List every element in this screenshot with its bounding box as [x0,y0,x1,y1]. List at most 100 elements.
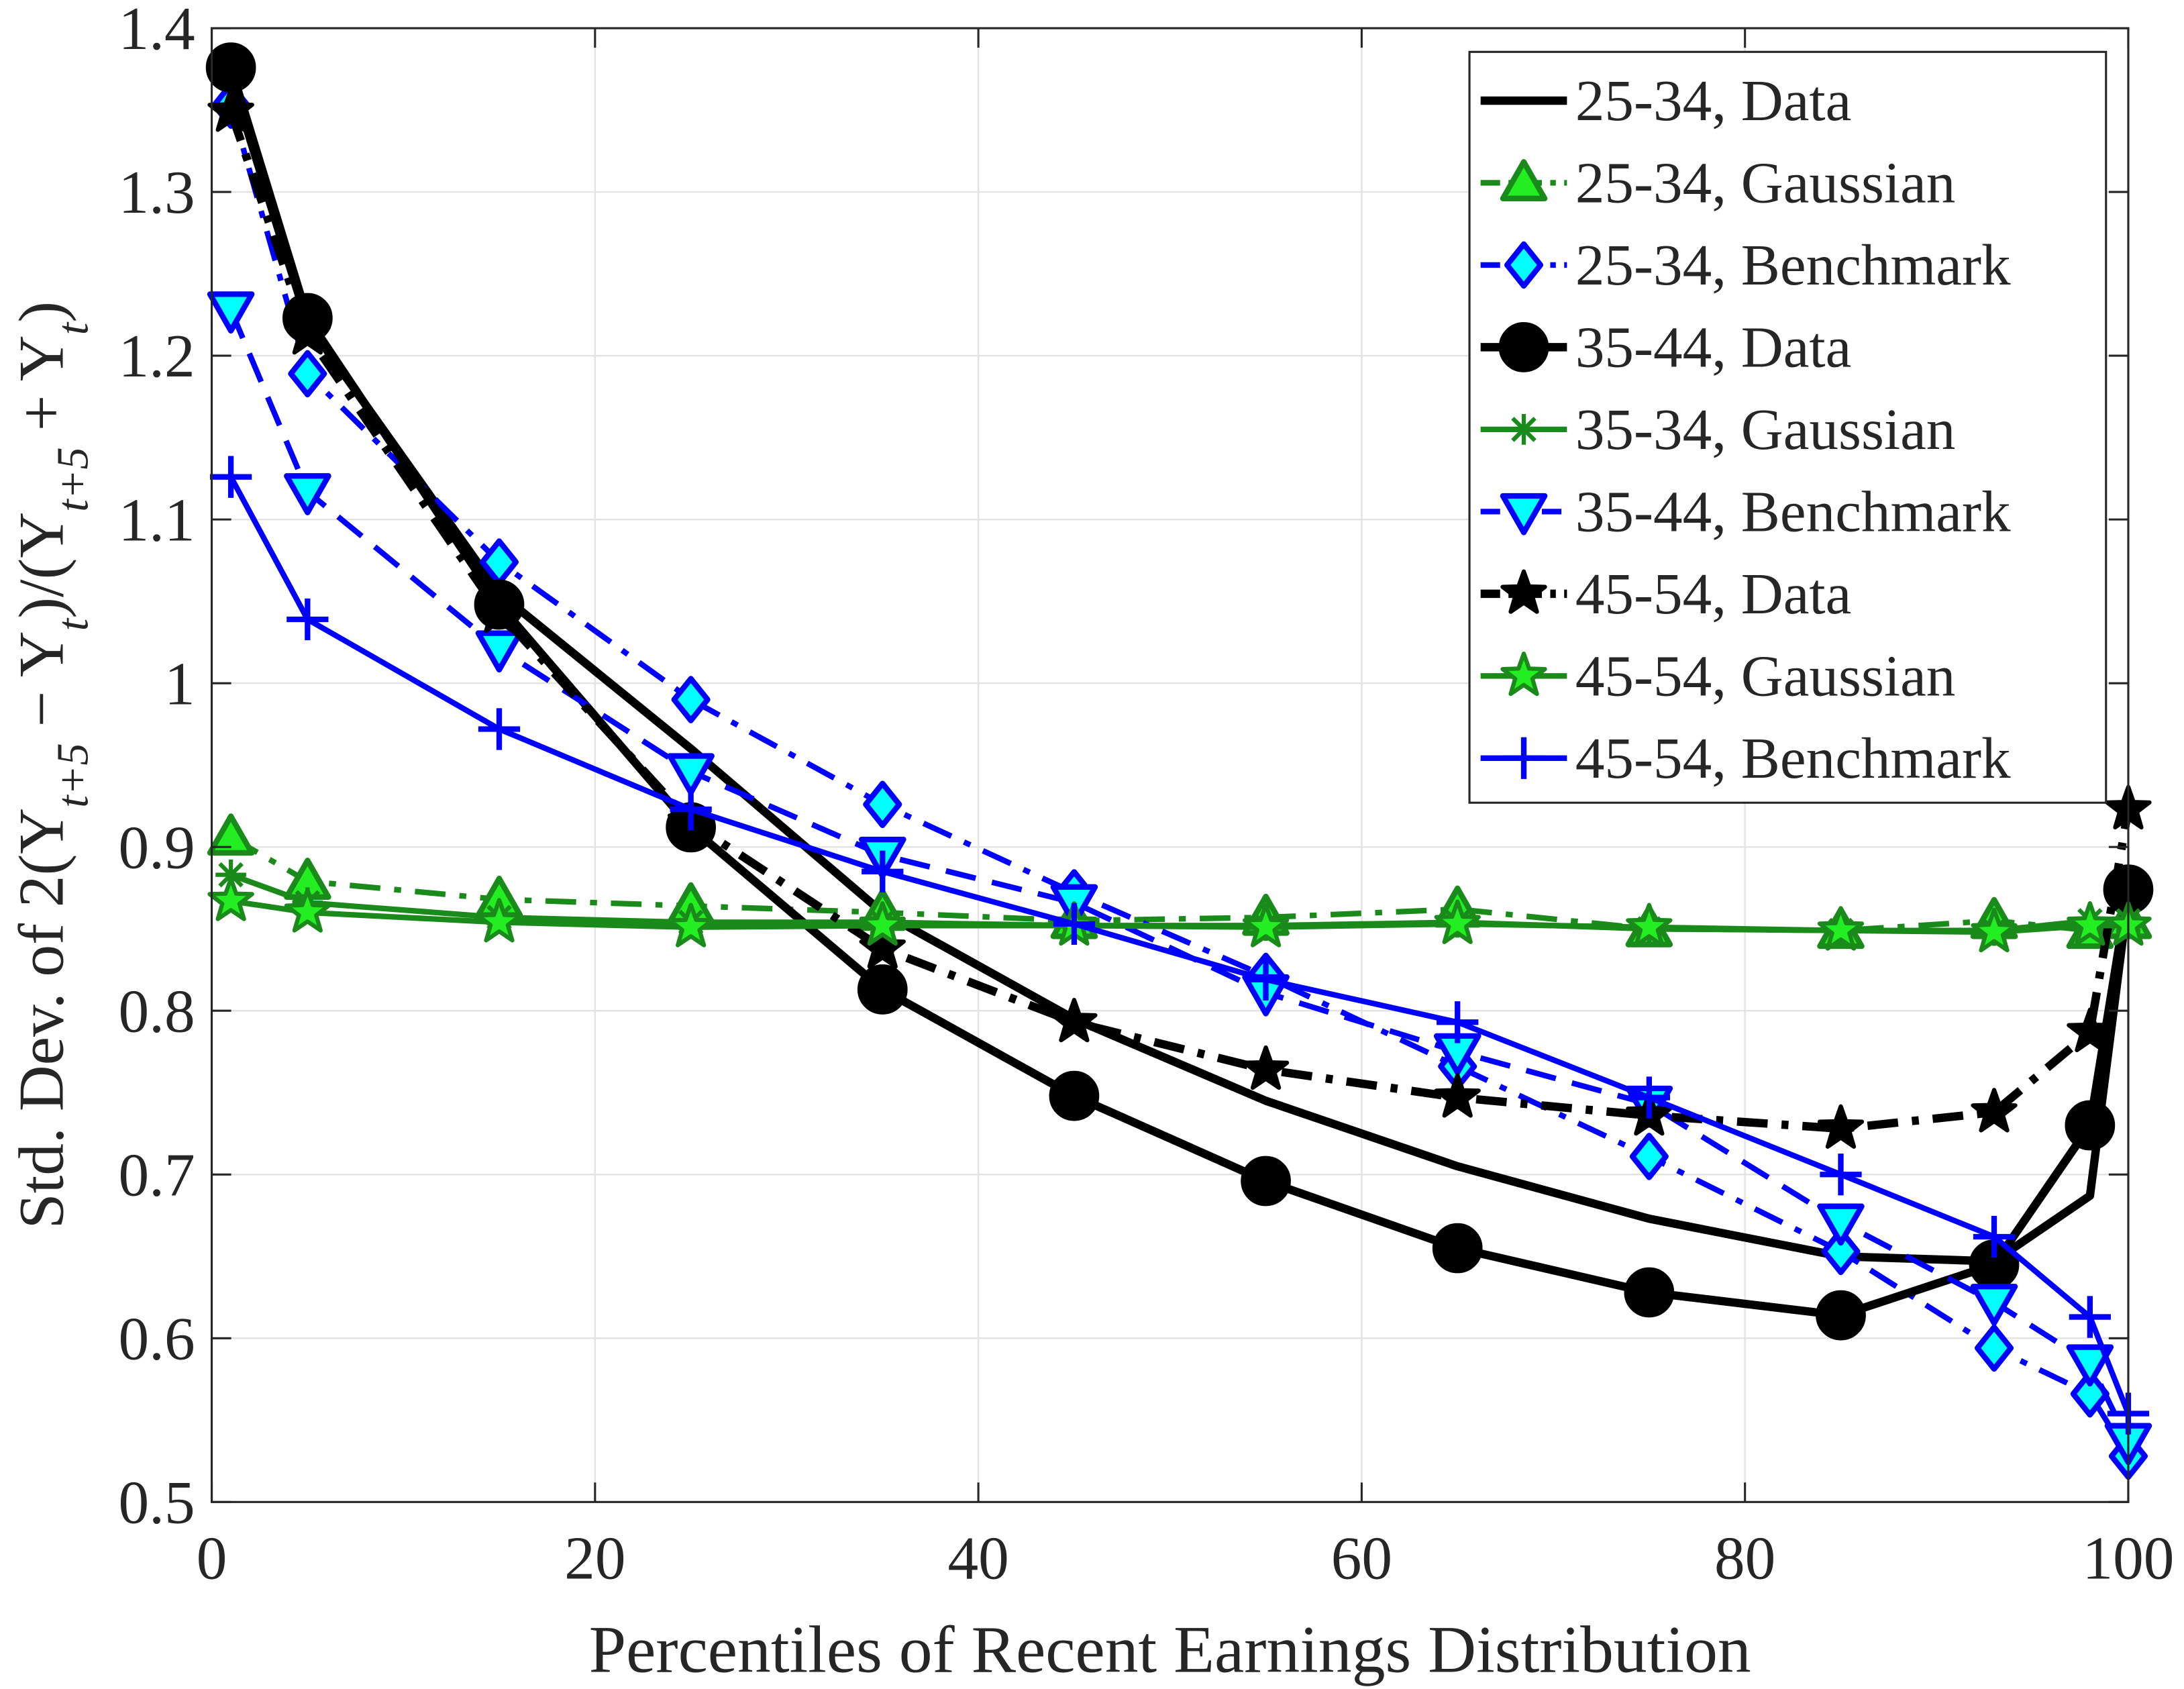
data-point [1432,1223,1483,1274]
legend-item: 45-54, Data [1480,561,1852,626]
legend-marker [1502,737,1545,779]
data-point [1049,1070,1100,1121]
legend-marker [1498,322,1549,372]
data-point [1624,1267,1675,1318]
legend-marker [1500,159,1548,201]
data-point [862,850,904,892]
y-axis-label-part: )/(Y [5,512,76,619]
y-tick-label: 0.7 [118,1141,195,1209]
data-point [1817,906,1865,951]
legend-marker [1500,651,1547,697]
y-axis-label-part: + Y [5,335,76,447]
data-point [207,813,255,856]
data-point [2065,1100,2116,1151]
data-point [1051,998,1098,1043]
legend-item: 35-44, Benchmark [1480,478,2011,544]
data-point [284,888,331,933]
plot-area-frame [210,27,2130,1503]
data-point [1629,1133,1669,1180]
y-tick-label: 0.5 [118,1468,195,1536]
y-tick-label: 1.3 [118,158,195,226]
data-point [1820,1154,1862,1196]
data-point [1434,899,1481,944]
data-point [287,598,329,641]
legend-item: 35-44, Data [1480,314,1852,379]
data-point [1970,1284,2018,1326]
legend-label: 45-54, Data [1575,561,1852,626]
data-point [284,309,331,355]
y-tick-label: 1.1 [118,486,195,554]
data-point [863,780,902,829]
x-tick-label: 60 [1331,1524,1392,1592]
data-point [1245,958,1287,1001]
legend-label: 25-34, Gaussian [1575,150,1956,215]
data-point [1971,1088,2018,1133]
legend-label: 45-54, Gaussian [1575,643,1956,708]
data-point [1817,1104,1865,1149]
legend-marker [1508,414,1539,445]
legend-item: 45-54, Gaussian [1480,643,1956,708]
series-45-54-benchmark [209,456,2150,1435]
y-tick-label: 1 [164,650,195,717]
data-point [1816,1290,1866,1341]
legend-box [1468,50,2108,804]
y-axis-label-part: t [48,617,97,631]
data-point [859,901,906,946]
data-point [2069,1296,2111,1338]
series-45-54-data [207,87,2152,1149]
data-point [2067,1007,2114,1053]
data-point [475,630,523,673]
y-tick-label: 0.8 [118,977,195,1045]
data-point [207,87,254,132]
legend-label: 25-34, Benchmark [1575,232,2011,297]
legend-label: 25-34, Data [1575,68,1852,133]
legend-label: 35-44, Benchmark [1575,478,2011,544]
legend-marker [1500,569,1547,614]
y-tick-label: 0.9 [118,813,195,881]
y-tick-label: 1.2 [118,322,195,390]
data-point [1434,1073,1481,1118]
data-point [1242,1045,1290,1090]
data-point [1971,907,2018,953]
data-point [1821,1227,1861,1276]
y-tick-label: 1.4 [118,0,195,62]
x-tick-label: 100 [2082,1524,2174,1592]
data-point [205,42,256,93]
legend-label: 45-54, Benchmark [1575,725,2011,790]
data-point [667,753,715,796]
y-axis-label-part: ) [5,301,76,323]
data-point [207,291,255,334]
x-tick-label: 80 [1714,1524,1775,1592]
legend-label: 35-34, Gaussian [1575,397,1956,462]
data-point [1242,903,1290,948]
data-point [207,876,254,921]
data-point [2066,1344,2114,1387]
data-point [857,964,908,1015]
legend-item: 35-34, Gaussian [1480,397,1956,462]
data-point [671,676,711,723]
legend-item: 25-34, Data [1480,68,1852,133]
y-axis-label-part: − Y [5,631,76,743]
y-tick-label: 0.6 [118,1304,195,1372]
data-point [1437,1001,1479,1043]
legend-item: 25-34, Benchmark [1480,232,2011,297]
x-tick-label: 20 [564,1524,625,1592]
legend-marker [1504,241,1544,289]
data-point [667,903,715,948]
data-point [1053,903,1096,945]
data-point [1628,1076,1670,1119]
data-point [284,473,331,515]
data-point [1974,1324,2014,1372]
legend: 25-34, Data 25-34, Gaussian 25-34, Benchma… [1468,50,2108,804]
y-axis-label-part: t+5 [48,447,97,511]
y-axis-label: Std. Dev. of 2(Yt+5 − Yt)/(Yt+5 + Yt) [5,301,97,1229]
y-axis-label-part: t+5 [48,743,97,807]
data-point [1817,1203,1865,1246]
data-point [476,588,523,633]
legend-item: 45-54, Benchmark [1480,725,2011,790]
data-point [670,788,712,831]
legend-item: 25-34, Gaussian [1480,150,1956,215]
data-point [476,898,523,943]
legend-label: 35-44, Data [1575,314,1852,379]
